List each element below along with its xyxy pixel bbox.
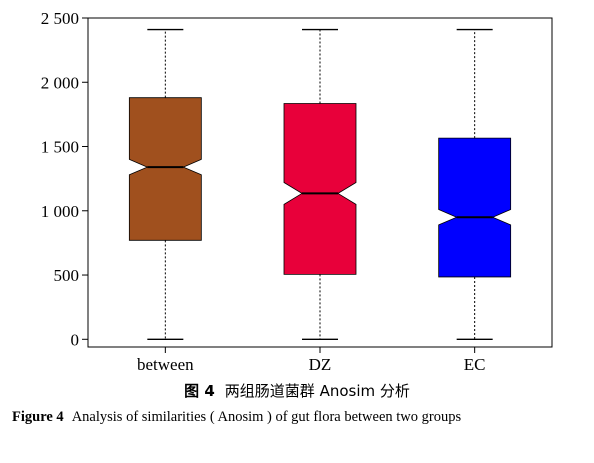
y-tick-label: 0 — [71, 330, 80, 349]
box-between — [128, 97, 202, 241]
box-EC — [438, 137, 512, 278]
figure-label-cn: 图 4 — [184, 382, 215, 400]
figure-title-cn: 两组肠道菌群 Anosim 分析 — [224, 382, 410, 400]
y-tick-label: 2 500 — [41, 9, 79, 28]
x-tick-label: DZ — [309, 355, 332, 374]
figure-caption-cn: 图 4 两组肠道菌群 Anosim 分析 — [0, 380, 594, 401]
figure-caption-en: Figure 4 Analysis of similarities ( Anosi… — [12, 406, 592, 428]
figure-label-en: Figure 4 — [12, 409, 64, 425]
boxplot-chart: 0 500 1 000 1 500 2 000 2 500 between DZ EC — [41, 9, 553, 374]
y-tick-label: 1 500 — [41, 138, 79, 157]
box-DZ — [283, 103, 357, 275]
x-tick-label: EC — [464, 355, 486, 374]
y-tick-label: 500 — [54, 266, 80, 285]
figure-title-en: Analysis of similarities ( Anosim ) of g… — [71, 409, 462, 425]
y-tick-label: 2 000 — [41, 73, 79, 92]
y-tick-label: 1 000 — [41, 202, 79, 221]
x-tick-label: between — [137, 355, 194, 374]
plot-layer: 0 500 1 000 1 500 2 000 2 500 between DZ EC — [41, 9, 553, 374]
